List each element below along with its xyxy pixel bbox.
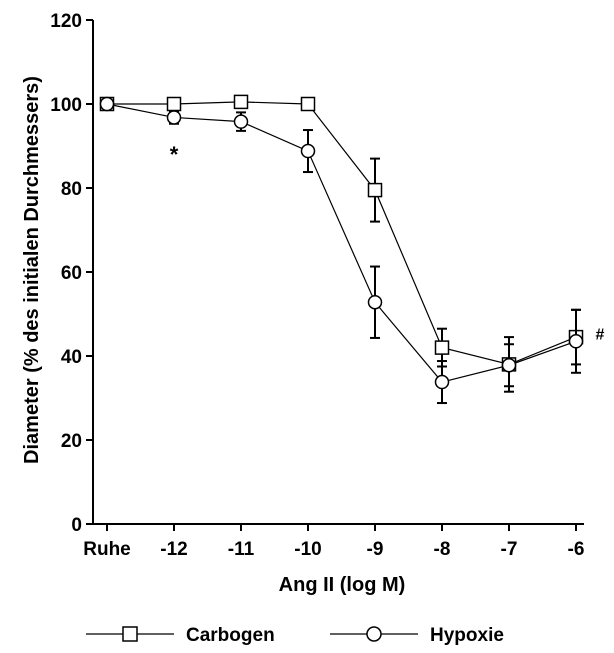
legend: Carbogen Hypoxie xyxy=(86,625,504,646)
data-point-circle xyxy=(568,334,584,349)
data-point-circle xyxy=(99,96,115,112)
series-line xyxy=(107,101,577,366)
y-tick-label: 80 xyxy=(61,179,82,200)
x-tick-label: -6 xyxy=(568,539,585,560)
y-tick-label: 0 xyxy=(71,515,82,536)
x-tick-label: -10 xyxy=(294,539,321,560)
x-ticks: Ruhe -12 -11 -10 -9 -8 -7 -6 xyxy=(83,524,584,560)
legend-marker-circle xyxy=(366,626,382,642)
data-point-circle xyxy=(166,110,182,125)
data-point-circle xyxy=(233,114,249,129)
data-point-square xyxy=(233,94,249,110)
x-axis-title: Ang II (log M) xyxy=(279,574,406,596)
x-tick-label: -11 xyxy=(228,539,255,560)
y-axis-title: Diameter (% des initialen Durchmessers) xyxy=(21,76,43,464)
legend-label-carbogen: Carbogen xyxy=(186,625,275,646)
y-tick-label: 120 xyxy=(50,11,82,32)
x-tick-label: Ruhe xyxy=(83,539,131,560)
series-line xyxy=(106,103,577,383)
plot-area xyxy=(99,94,584,405)
legend-item-carbogen: Carbogen xyxy=(86,625,275,646)
data-point-circle xyxy=(367,294,383,310)
data-point-circle xyxy=(501,357,517,373)
data-point-square xyxy=(166,96,182,112)
y-tick-label: 60 xyxy=(61,263,82,284)
annotation-hash: # xyxy=(596,326,605,343)
x-tick-label: -9 xyxy=(367,539,384,560)
series-hypoxie xyxy=(99,96,584,405)
y-tick-label: 20 xyxy=(61,431,82,452)
data-point-square xyxy=(434,340,450,355)
legend-item-hypoxie: Hypoxie xyxy=(330,625,504,646)
axes: 0 20 40 60 80 100 120 Ruhe -12 -11 -10 -9 -8 -7 -6 xyxy=(50,11,584,560)
y-tick-label: 40 xyxy=(61,347,82,368)
legend-label-hypoxie: Hypoxie xyxy=(430,625,504,646)
legend-marker-square xyxy=(122,626,138,642)
data-point-circle xyxy=(300,143,316,159)
x-tick-label: -12 xyxy=(160,539,187,560)
x-tick-label: -8 xyxy=(434,539,451,560)
y-ticks: 0 20 40 60 80 100 120 xyxy=(50,11,93,536)
data-point-circle xyxy=(434,374,450,390)
y-tick-label: 100 xyxy=(50,95,82,116)
annotation-asterisk: * xyxy=(170,142,179,167)
data-point-square xyxy=(367,182,383,198)
series-carbogen xyxy=(99,94,584,393)
x-tick-label: -7 xyxy=(501,539,518,560)
data-point-square xyxy=(300,96,316,112)
annotations: *# xyxy=(170,142,605,343)
